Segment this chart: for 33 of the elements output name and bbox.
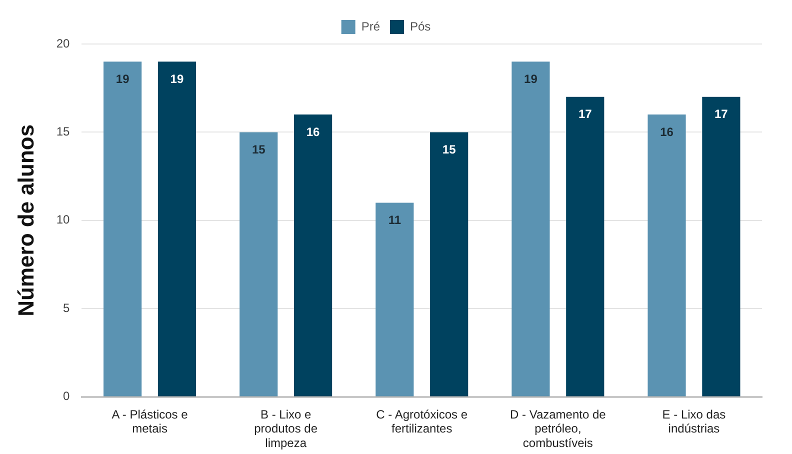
x-tick-label: B - Lixo e produtos de limpeza: [254, 407, 318, 450]
bar: [158, 62, 196, 396]
y-tick-label: 0: [63, 389, 70, 404]
data-label: 17: [578, 107, 592, 122]
bar: [430, 132, 468, 396]
x-tick-label: D - Vazamento de petróleo, combustíveis: [510, 407, 606, 450]
y-tick-label: 15: [56, 124, 70, 139]
bar: [512, 62, 550, 396]
x-tick-label: A - Plásticos e metais: [112, 407, 188, 436]
y-tick-label: 20: [56, 36, 70, 50]
bar: [702, 96, 740, 396]
data-label: 19: [170, 72, 184, 86]
data-label: 16: [306, 124, 320, 139]
bar: [104, 62, 142, 396]
y-tick-label: 5: [63, 300, 70, 315]
x-tick-label: C - Agrotóxicos e fertilizantes: [376, 407, 468, 436]
data-label: 19: [524, 72, 538, 86]
x-tick-label: E - Lixo das indústrias: [662, 407, 726, 436]
data-label: 15: [252, 142, 266, 157]
y-axis-title: Número de alunos: [13, 124, 38, 316]
data-label: 11: [388, 213, 402, 228]
bar: [648, 114, 686, 396]
bar: [294, 114, 332, 396]
data-label: 16: [660, 124, 674, 139]
bar: [376, 202, 414, 396]
legend-label: Pós: [410, 19, 431, 34]
y-tick-label: 10: [56, 212, 70, 227]
data-label: 17: [714, 107, 728, 122]
bar: [566, 96, 604, 396]
data-label: 19: [116, 72, 130, 86]
data-label: 15: [442, 142, 456, 157]
legend-label: Pré: [361, 19, 380, 34]
bar: [240, 132, 278, 396]
